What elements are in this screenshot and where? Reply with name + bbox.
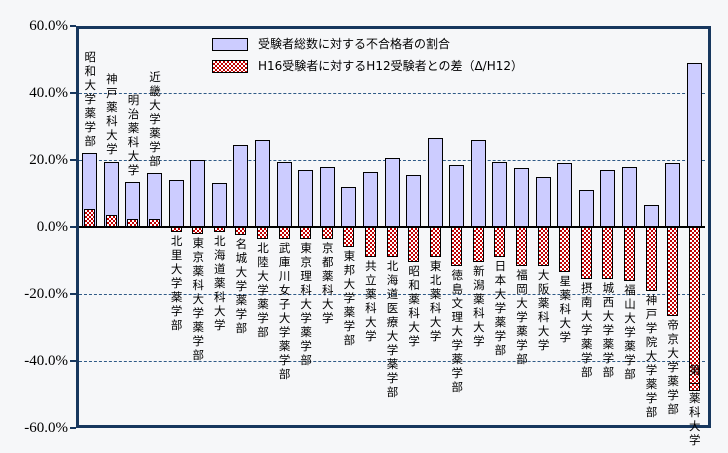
legend-swatch-diff <box>212 60 248 73</box>
y-axis-tick-label: -60.0% <box>24 419 68 436</box>
y-axis-tick-label: 40.0% <box>29 84 68 101</box>
y-axis-tick-label: 60.0% <box>29 17 68 34</box>
legend-item-diff: H16受験者に対するH12受験者との差（Δ/H12） <box>212 59 523 74</box>
y-axis-tick-label: 20.0% <box>29 151 68 168</box>
legend-label-fail-rate: 受験者総数に対する不合格者の割合 <box>258 37 451 51</box>
y-axis-tick-label: -40.0% <box>24 352 68 369</box>
y-axis-tick-label: -20.0% <box>24 285 68 302</box>
plot-area <box>76 26 711 428</box>
legend-item-fail-rate: 受験者総数に対する不合格者の割合 <box>212 37 523 52</box>
legend: 受験者総数に対する不合格者の割合 H16受験者に対するH12受験者との差（Δ/H… <box>212 37 523 81</box>
y-axis-tick-label: 0.0% <box>36 218 68 235</box>
legend-label-diff: H16受験者に対するH12受験者との差（Δ/H12） <box>258 59 524 73</box>
legend-swatch-fail-rate <box>212 38 248 51</box>
